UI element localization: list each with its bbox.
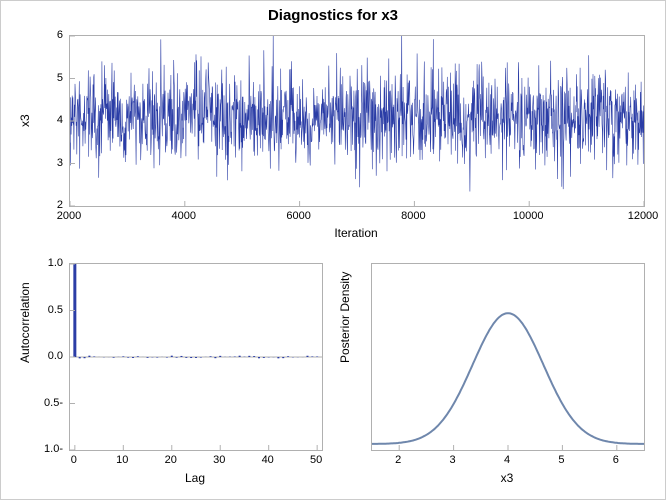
x-tick-label: 40	[262, 454, 274, 466]
acf-svg	[70, 264, 322, 450]
trace-plot-area	[69, 35, 645, 207]
trace-line	[70, 36, 644, 192]
x-tick-label: 10	[116, 454, 128, 466]
acf-x-label: Lag	[185, 471, 205, 485]
x-tick-label: 4	[504, 454, 510, 466]
trace-svg	[70, 36, 644, 206]
acf-plot-area	[69, 263, 323, 451]
density-svg	[372, 264, 644, 450]
x-tick-label: 0	[71, 454, 77, 466]
x-tick-label: 12000	[628, 210, 659, 222]
density-curve	[372, 313, 644, 444]
trace-x-label: Iteration	[334, 226, 377, 240]
density-plot-area	[371, 263, 645, 451]
x-tick-label: 30	[213, 454, 225, 466]
x-tick-label: 6000	[286, 210, 310, 222]
x-tick-label: 10000	[513, 210, 544, 222]
x-tick-label: 2	[395, 454, 401, 466]
density-x-label: x3	[501, 471, 514, 485]
x-tick-label: 5	[558, 454, 564, 466]
x-tick-label: 2000	[57, 210, 81, 222]
x-tick-label: 6	[613, 454, 619, 466]
diagnostics-figure: Diagnostics for x3 2000 4000 6000 8000 10000…	[0, 0, 666, 500]
x-tick-label: 8000	[401, 210, 425, 222]
x-tick-label: 4000	[172, 210, 196, 222]
x-tick-label: 3	[450, 454, 456, 466]
figure-title: Diagnostics for x3	[1, 7, 665, 24]
x-tick-label: 20	[165, 454, 177, 466]
x-tick-label: 50	[310, 454, 322, 466]
